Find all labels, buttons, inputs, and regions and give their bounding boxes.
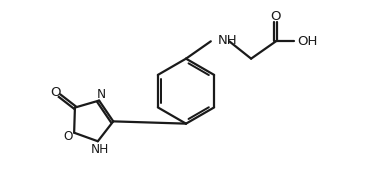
Text: O: O (271, 10, 281, 23)
Text: N: N (97, 88, 106, 101)
Text: NH: NH (218, 34, 237, 47)
Text: OH: OH (298, 35, 318, 48)
Text: O: O (63, 130, 73, 143)
Text: O: O (50, 86, 60, 99)
Text: NH: NH (91, 142, 109, 155)
